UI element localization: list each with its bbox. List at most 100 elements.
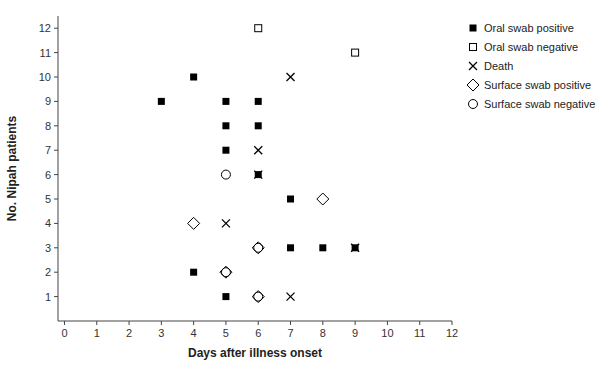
marker-x [287,73,295,81]
x-tick [290,321,291,325]
marker-x [287,293,295,301]
y-tick [54,199,58,200]
marker-filled-square [222,98,229,105]
marker-open-diamond [467,79,479,91]
y-tick-label: 9 [45,95,51,107]
y-tick-label: 3 [45,242,51,254]
x-tick-label: 2 [126,327,132,339]
marker-open-diamond [252,291,264,303]
y-tick-label: 12 [39,22,51,34]
y-tick-label: 8 [45,120,51,132]
y-tick [54,247,58,248]
x-axis-line [58,321,452,322]
marker-open-circle [254,243,263,252]
x-tick-label: 12 [446,327,458,339]
marker-open-diamond [252,242,264,254]
marker-open-diamond [317,193,329,205]
x-tick [322,321,323,325]
marker-filled-square [222,293,229,300]
marker-filled-square [190,74,197,81]
marker-x [469,62,477,70]
marker-filled-square [255,122,262,129]
marker-filled-square [222,122,229,129]
y-tick-label: 5 [45,193,51,205]
x-tick-label: 0 [61,327,67,339]
y-tick [54,272,58,273]
marker-filled-square [287,244,294,251]
y-tick [54,125,58,126]
x-axis-label: Days after illness onset [188,346,322,360]
marker-x [222,219,230,227]
y-tick-label: 1 [45,291,51,303]
series [221,170,262,301]
legend: Oral swab positive Oral swab negative Deat… [467,22,595,110]
marker-open-square [352,49,359,56]
y-tick-label: 6 [45,169,51,181]
marker-filled-square [352,244,359,251]
x-tick [387,321,388,325]
x-tick-label: 11 [414,327,425,339]
x-tick [452,321,453,325]
y-tick [54,174,58,175]
marker-filled-square [319,244,326,251]
y-tick [54,28,58,29]
marker-x [351,244,359,252]
marker-filled-square [222,147,229,154]
x-tick [193,321,194,325]
x-tick [225,321,226,325]
x-tick-label: 3 [158,327,164,339]
legend-label: Death [484,60,513,72]
marker-filled-square [287,196,294,203]
x-tick [64,321,65,325]
marker-open-circle [254,292,263,301]
marker-filled-square [190,269,197,276]
y-tick-label: 2 [45,266,51,278]
marker-x [254,146,262,154]
series [188,193,329,303]
y-axis-label: No. Nipah patients [5,116,19,222]
chart: 0123456789101112123456789101112Days afte… [0,0,600,367]
legend-label: Oral swab negative [484,41,578,53]
series [222,73,359,301]
x-tick-label: 10 [381,327,393,339]
x-tick-label: 4 [191,327,197,339]
series [158,74,359,301]
y-axis-line [58,16,59,321]
x-tick-label: 9 [352,327,358,339]
marker-open-diamond [188,217,200,229]
marker-filled-square [255,98,262,105]
x-tick-label: 1 [94,327,100,339]
y-tick [54,77,58,78]
marker-x [254,171,262,179]
y-tick-label: 7 [45,144,51,156]
y-tick [54,296,58,297]
y-tick [54,101,58,102]
x-tick [258,321,259,325]
x-tick [355,321,356,325]
x-tick [129,321,130,325]
legend-label: Surface swab positive [484,79,591,91]
x-tick-label: 5 [223,327,229,339]
marker-open-square [470,44,477,51]
x-tick [419,321,420,325]
x-tick-label: 8 [320,327,326,339]
marker-open-diamond [220,266,232,278]
y-tick [54,52,58,53]
y-tick [54,150,58,151]
marker-open-square [255,25,262,32]
marker-filled-square [158,98,165,105]
plot-marks [158,25,359,303]
y-tick-label: 11 [40,47,51,59]
x-tick [96,321,97,325]
y-tick [54,223,58,224]
legend-label: Oral swab positive [484,22,574,34]
marker-open-circle [221,268,230,277]
y-tick-label: 10 [39,71,51,83]
x-tick-label: 7 [287,327,293,339]
marker-filled-square [470,25,477,32]
series [255,25,359,56]
marker-open-circle [469,100,478,109]
marker-filled-square [255,171,262,178]
y-tick-label: 4 [45,217,51,229]
marker-open-circle [221,170,230,179]
